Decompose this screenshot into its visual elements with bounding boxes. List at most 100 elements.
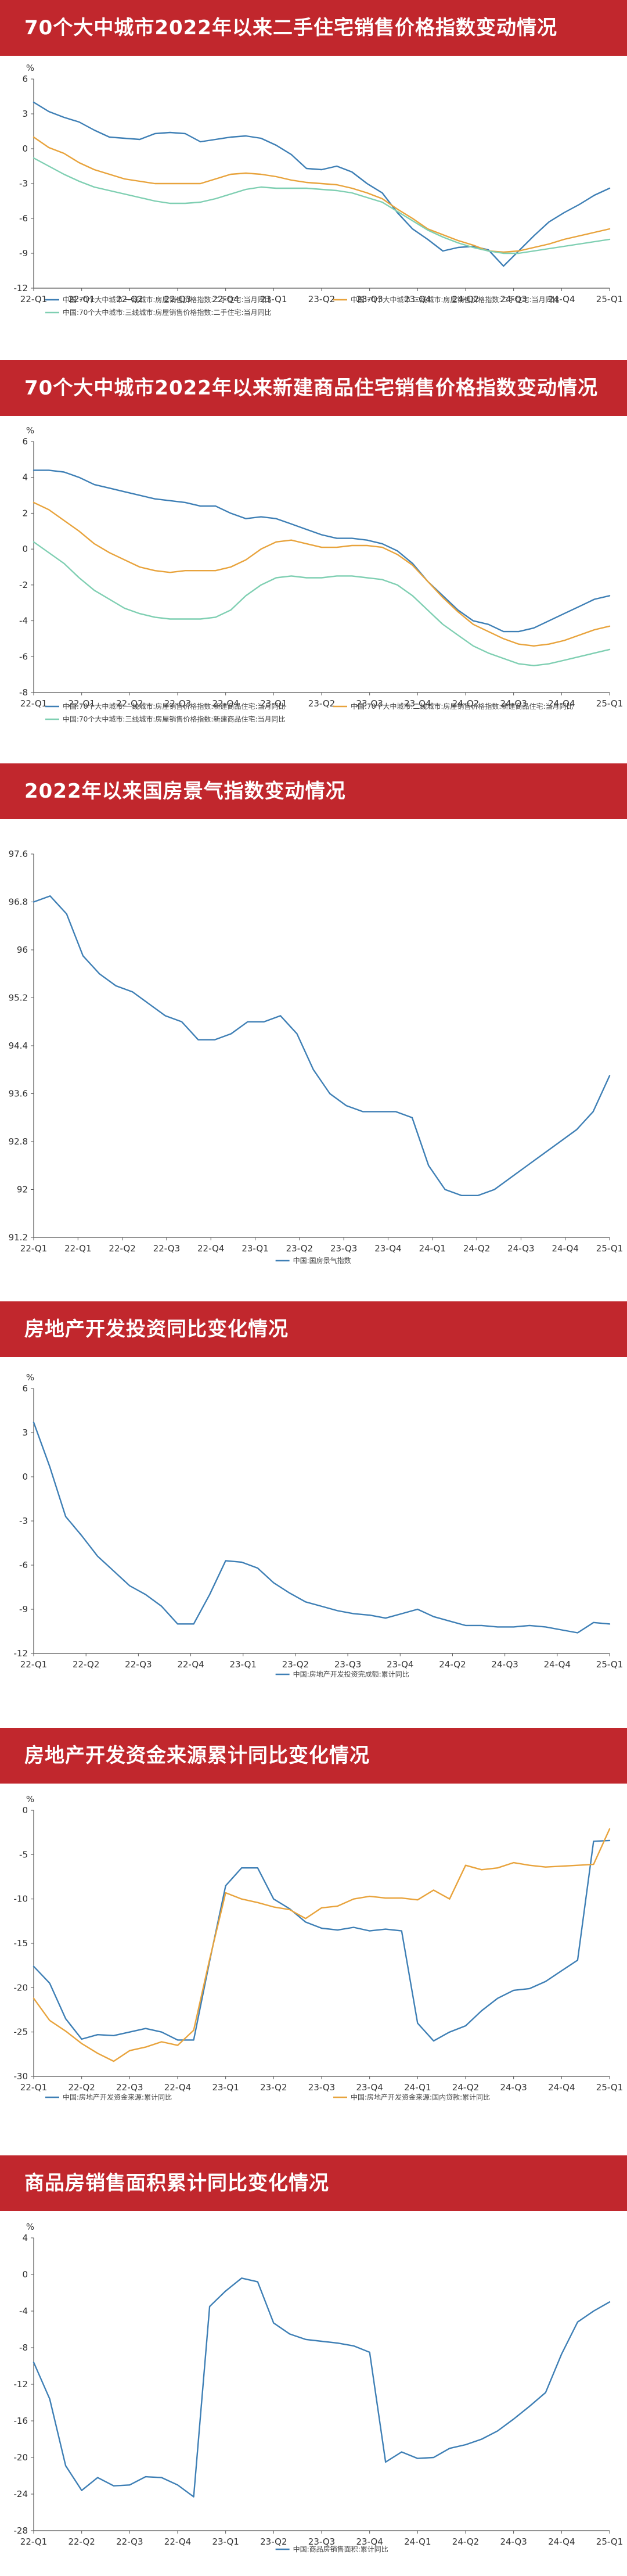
y-tick-label: 0 — [22, 1805, 28, 1816]
chart-title: 70个大中城市2022年以来新建商品住宅销售价格指数变动情况 — [24, 376, 598, 400]
legend-label: 中国:70个大中城市:三线城市:房屋销售价格指数:二手住宅:当月同比 — [63, 308, 272, 317]
legend-label: 中国:国房景气指数 — [293, 1256, 351, 1265]
y-tick-label: -25 — [14, 2027, 28, 2037]
y-tick-label: -9 — [19, 1604, 28, 1615]
y-tick-label: -6 — [19, 213, 28, 224]
x-tick-label: 23-Q4 — [374, 1243, 401, 1254]
x-tick-label: 24-Q4 — [548, 2082, 575, 2093]
x-tick-label: 23-Q4 — [404, 698, 431, 709]
x-tick-label: 24-Q2 — [452, 698, 479, 709]
x-tick-label: 23-Q3 — [334, 1659, 361, 1670]
x-tick-label: 23-Q1 — [242, 1243, 268, 1254]
y-tick-label: -12 — [14, 1648, 28, 1659]
x-tick-label: 24-Q4 — [548, 294, 575, 304]
chart-title-banner: 2022年以来国房景气指数变动情况 — [0, 763, 627, 819]
x-tick-label: 23-Q3 — [308, 2082, 335, 2093]
x-tick-label: 22-Q4 — [197, 1243, 224, 1254]
y-tick-label: 4 — [22, 472, 28, 483]
x-tick-label: 23-Q1 — [260, 698, 287, 709]
x-tick-label: 23-Q3 — [308, 2536, 335, 2547]
legend-label: 中国:70个大中城市:三线城市:房屋销售价格指数:新建商品住宅:当月同比 — [63, 715, 286, 723]
y-tick-label: 6 — [22, 74, 28, 84]
legend-label: 中国:房地产开发投资完成额:累计同比 — [293, 1670, 409, 1678]
x-tick-label: 23-Q3 — [356, 294, 383, 304]
x-tick-label: 22-Q1 — [20, 2536, 47, 2547]
chart-title-banner: 房地产开发投资同比变化情况 — [0, 1301, 627, 1357]
y-unit-label: % — [26, 1372, 34, 1383]
x-tick-label: 22-Q1 — [20, 698, 47, 709]
series-line-1 — [33, 895, 611, 1196]
series-line-1 — [33, 1422, 611, 1634]
x-tick-label: 23-Q2 — [260, 2536, 287, 2547]
x-tick-label: 23-Q4 — [387, 1659, 413, 1670]
x-tick-label: 22-Q2 — [116, 294, 143, 304]
x-tick-label: 23-Q1 — [230, 1659, 257, 1670]
legend-label: 中国:70个大中城市:二线城市:房屋销售价格指数:二手住宅:当月同比 — [351, 295, 560, 304]
x-tick-label: 24-Q4 — [548, 2536, 575, 2547]
x-tick-label: 25-Q1 — [596, 2082, 623, 2093]
x-tick-label: 22-Q3 — [164, 698, 191, 709]
legend-label: 中国:房地产开发资金来源:累计同比 — [63, 2093, 172, 2101]
series-line-1 — [33, 1839, 611, 2042]
chart-title: 70个大中城市2022年以来二手住宅销售价格指数变动情况 — [24, 16, 557, 40]
x-tick-label: 22-Q1 — [64, 1243, 91, 1254]
chart-title-banner: 70个大中城市2022年以来新建商品住宅销售价格指数变动情况 — [0, 360, 627, 416]
y-tick-label: 92 — [17, 1185, 28, 1195]
x-tick-label: 22-Q1 — [68, 294, 95, 304]
x-tick-label: 22-Q1 — [20, 1243, 47, 1254]
x-tick-label: 23-Q3 — [330, 1243, 357, 1254]
x-tick-label: 24-Q4 — [544, 1659, 571, 1670]
y-unit-label: % — [26, 2222, 34, 2232]
series-line-2 — [33, 1828, 611, 2062]
x-tick-label: 22-Q1 — [20, 1659, 47, 1670]
series-line-1 — [33, 101, 611, 267]
x-tick-label: 24-Q4 — [548, 698, 575, 709]
x-tick-label: 22-Q2 — [109, 1243, 135, 1254]
y-tick-label: 6 — [22, 1383, 28, 1394]
y-tick-label: 6 — [22, 436, 28, 447]
x-tick-label: 23-Q2 — [308, 698, 335, 709]
x-tick-label: 22-Q2 — [116, 698, 143, 709]
y-tick-label: 0 — [22, 1472, 28, 1482]
series-line-1 — [33, 469, 611, 633]
x-tick-label: 23-Q1 — [260, 294, 287, 304]
y-tick-label: 95.2 — [9, 993, 28, 1003]
y-tick-label: -28 — [14, 2525, 28, 2536]
series-line-3 — [33, 157, 611, 254]
legend-label: 中国:70个大中城市:二线城市:房屋销售价格指数:新建商品住宅:当月同比 — [351, 702, 574, 711]
x-tick-label: 24-Q3 — [500, 2536, 527, 2547]
y-tick-label: -16 — [14, 2416, 28, 2426]
x-tick-label: 22-Q4 — [164, 2536, 191, 2547]
x-tick-label: 23-Q2 — [260, 2082, 287, 2093]
y-tick-label: -3 — [19, 178, 28, 189]
x-tick-label: 22-Q4 — [212, 294, 239, 304]
x-tick-label: 22-Q3 — [153, 1243, 180, 1254]
x-tick-label: 22-Q2 — [68, 2536, 95, 2547]
x-tick-label: 23-Q2 — [282, 1659, 309, 1670]
x-tick-label: 24-Q2 — [463, 1243, 490, 1254]
y-tick-label: -6 — [19, 651, 28, 662]
y-tick-label: -20 — [14, 1982, 28, 1993]
x-tick-label: 22-Q4 — [164, 2082, 191, 2093]
x-tick-label: 23-Q1 — [212, 2082, 239, 2093]
legend-label: 中国:70个大中城市:一线城市:房屋销售价格指数:二手住宅:当月同比 — [63, 295, 272, 304]
series-line-1 — [33, 2277, 611, 2498]
y-tick-label: -4 — [19, 2306, 28, 2316]
y-tick-label: 97.6 — [9, 849, 28, 859]
x-tick-label: 24-Q2 — [452, 2536, 479, 2547]
x-tick-label: 22-Q1 — [68, 698, 95, 709]
series-line-2 — [33, 136, 611, 253]
y-tick-label: -9 — [19, 248, 28, 259]
y-tick-label: -8 — [19, 687, 28, 698]
x-tick-label: 23-Q4 — [356, 2082, 383, 2093]
x-tick-label: 22-Q1 — [20, 294, 47, 304]
y-tick-label: 4 — [22, 2233, 28, 2243]
x-tick-label: 24-Q2 — [452, 2082, 479, 2093]
y-unit-label: % — [26, 1794, 34, 1804]
x-tick-label: 22-Q3 — [125, 1659, 152, 1670]
chart-title: 房地产开发资金来源累计同比变化情况 — [24, 1744, 370, 1767]
